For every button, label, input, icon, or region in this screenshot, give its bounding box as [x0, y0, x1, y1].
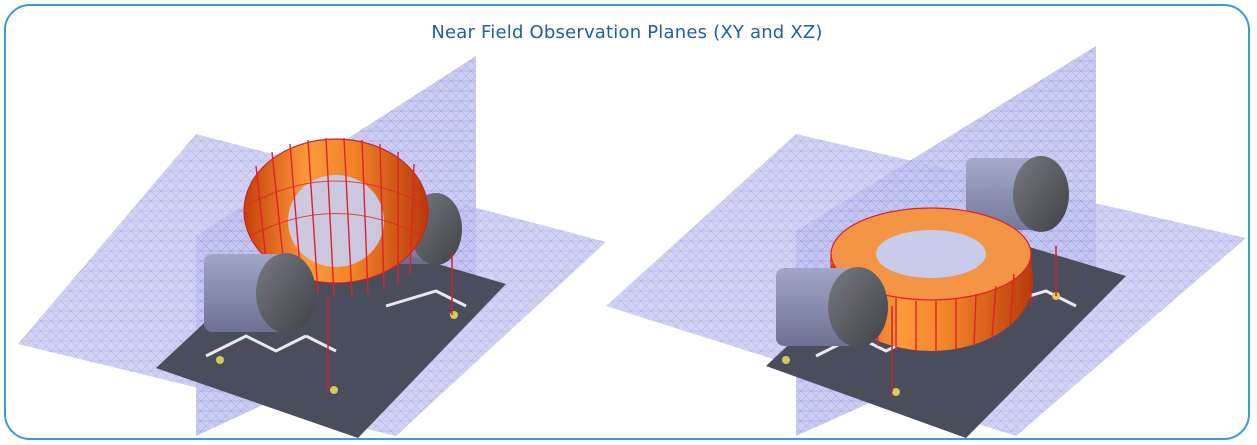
figure-frame: Near Field Observation Planes (XY and XZ…: [4, 4, 1250, 440]
figure-title: Near Field Observation Planes (XY and XZ…: [431, 22, 823, 43]
figure-canvas: [18, 46, 1246, 438]
left-toroid: [243, 137, 429, 297]
left-model: [18, 56, 606, 438]
left-pcb-board: [156, 226, 506, 438]
left-pcb-traces: [205, 289, 467, 358]
right-model: [606, 46, 1246, 438]
right-capacitor-front: [776, 267, 888, 347]
right-capacitor-back: [966, 156, 1069, 232]
left-capacitor-front: [204, 253, 316, 333]
